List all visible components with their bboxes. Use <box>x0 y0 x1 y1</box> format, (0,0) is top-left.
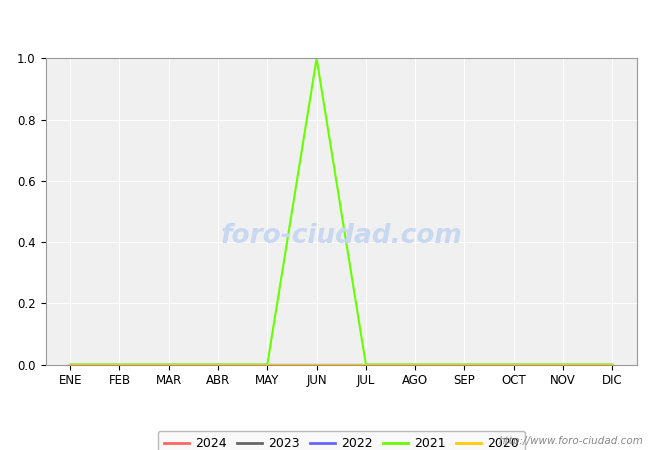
Legend: 2024, 2023, 2022, 2021, 2020: 2024, 2023, 2022, 2021, 2020 <box>158 431 525 450</box>
Text: foro-ciudad.com: foro-ciudad.com <box>220 223 462 249</box>
Text: Matriculaciones de Vehiculos en Tramacastiel: Matriculaciones de Vehiculos en Tramacas… <box>120 11 530 29</box>
Text: http://www.foro-ciudad.com: http://www.foro-ciudad.com <box>499 436 644 446</box>
